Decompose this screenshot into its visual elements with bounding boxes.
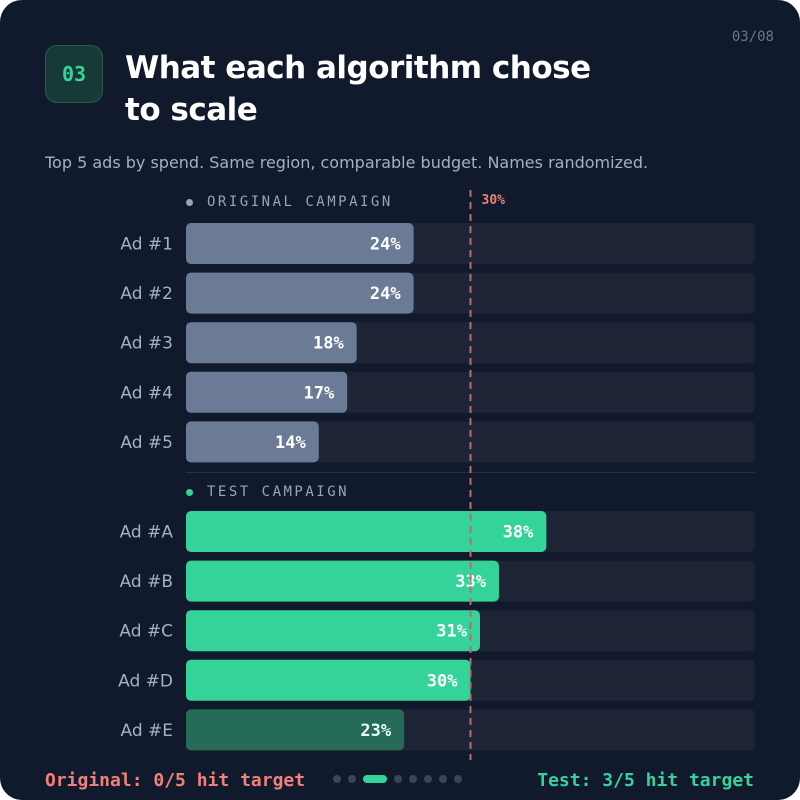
bar-track: [186, 421, 755, 463]
slide-number-badge: 03: [45, 45, 103, 103]
data-label: 38%: [503, 523, 534, 543]
page-dot[interactable]: [439, 775, 447, 783]
category-label: Ad #E: [120, 721, 173, 741]
page-dot[interactable]: [409, 775, 417, 783]
slide-title: What each algorithm chose to scale: [125, 50, 591, 128]
bar: [186, 421, 319, 463]
category-label: Ad #1: [120, 235, 173, 255]
bar: [186, 610, 480, 652]
category-label: Ad #C: [119, 622, 173, 642]
test-section-title: TEST CAMPAIGN: [207, 484, 350, 500]
test-summary: Test: 3/5 hit target: [537, 770, 754, 791]
category-label: Ad #4: [120, 383, 173, 403]
page-dot[interactable]: [394, 775, 402, 783]
data-label: 17%: [303, 383, 334, 403]
original-legend-dot: [186, 198, 193, 206]
page-dot[interactable]: [348, 775, 356, 783]
target-label: 30%: [482, 193, 506, 208]
data-label: 23%: [360, 721, 391, 741]
data-label: 14%: [275, 433, 306, 453]
test-legend-dot: [186, 488, 193, 496]
slide-subtitle: Top 5 ads by spend. Same region, compara…: [45, 153, 649, 172]
page-dot[interactable]: [454, 775, 462, 783]
category-label: Ad #5: [120, 433, 173, 453]
bar: [186, 223, 414, 264]
category-label: Ad #A: [120, 523, 174, 543]
category-label: Ad #3: [120, 334, 173, 354]
page-dot-active[interactable]: [363, 775, 387, 783]
data-label: 24%: [370, 235, 401, 255]
page-dot[interactable]: [424, 775, 432, 783]
pagination-dots[interactable]: [333, 775, 469, 783]
bar: [186, 272, 414, 314]
bar: [186, 511, 547, 552]
page-dot[interactable]: [333, 775, 341, 783]
category-label: Ad #B: [120, 572, 173, 592]
data-label: 31%: [436, 622, 467, 642]
bar: [186, 659, 471, 701]
test-section-label: TEST CAMPAIGN: [186, 484, 349, 500]
category-label: Ad #D: [118, 671, 173, 691]
bar: [186, 560, 499, 602]
page-indicator: 03/08: [731, 29, 774, 45]
data-label: 18%: [313, 334, 344, 354]
data-label: 33%: [455, 572, 486, 592]
category-label: Ad #2: [120, 284, 173, 304]
data-label: 24%: [370, 284, 401, 304]
data-label: 30%: [427, 671, 458, 691]
bar: [186, 709, 405, 751]
original-section-title: ORIGINAL CAMPAIGN: [207, 194, 393, 210]
original-section-label: ORIGINAL CAMPAIGN: [186, 194, 393, 210]
original-summary: Original: 0/5 hit target: [45, 770, 306, 791]
bar: [186, 322, 357, 364]
bar: [186, 371, 348, 413]
